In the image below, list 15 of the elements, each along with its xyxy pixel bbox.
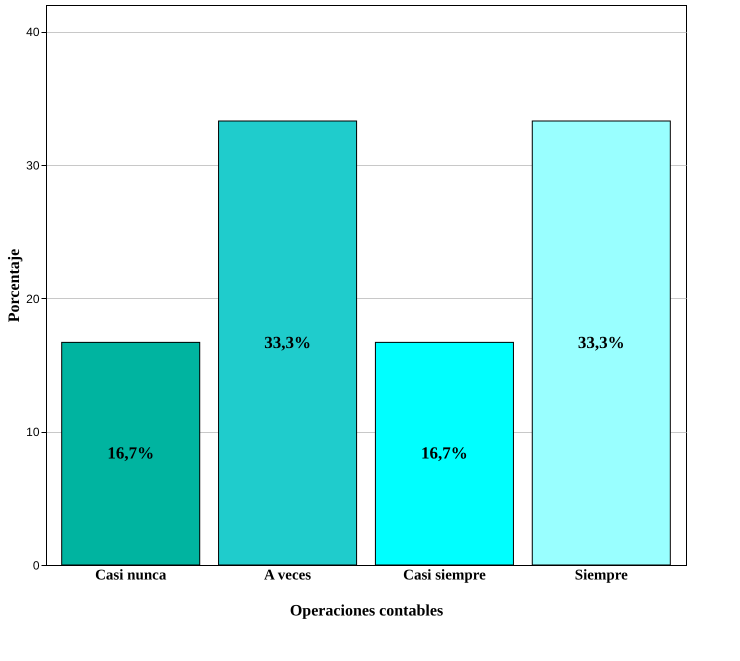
data-label: 33,3% — [264, 333, 311, 352]
y-tick-label: 30 — [26, 158, 40, 172]
x-tick-label: Casi nunca — [95, 568, 167, 584]
data-label: 33,3% — [578, 333, 625, 352]
y-tick-label: 0 — [32, 558, 40, 572]
x-tick-label: Casi siempre — [403, 568, 486, 584]
x-axis-title: Operaciones contables — [290, 602, 444, 620]
data-label: 16,7% — [107, 444, 154, 463]
y-tick-label: 10 — [26, 425, 40, 440]
data-label: 16,7% — [421, 444, 468, 463]
y-tick-label: 40 — [26, 25, 40, 40]
x-tick-label: A veces — [264, 568, 312, 584]
x-tick-label: Siempre — [574, 568, 628, 584]
y-tick-label: 20 — [26, 292, 40, 306]
y-axis-title: Porcentaje — [6, 248, 24, 322]
